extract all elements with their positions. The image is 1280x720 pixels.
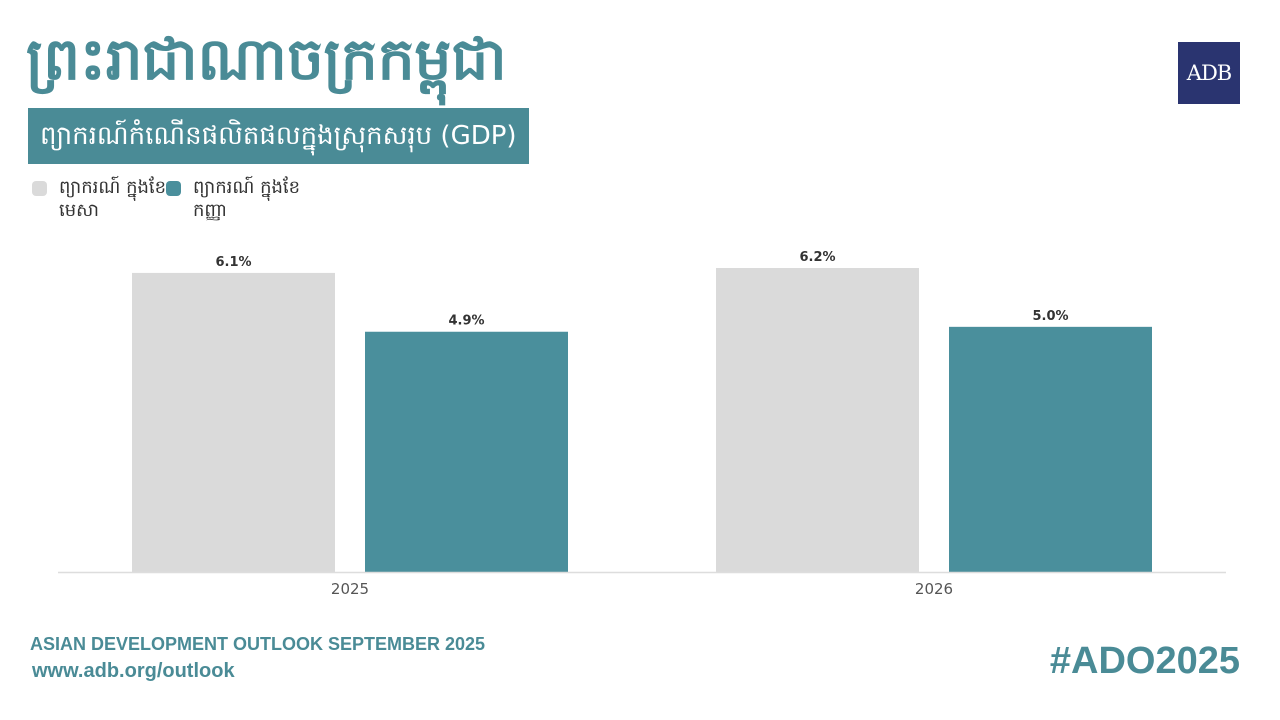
data-label-2026-series-1: 6.2% [799, 250, 835, 265]
legend-swatch-september [166, 181, 181, 196]
bar-2026-series-1 [716, 268, 919, 572]
page-title: ព្រះរាជាណាចក្រកម្ពុជា [26, 25, 507, 93]
x-tick-label-2026: 2026 [915, 580, 953, 598]
legend-label-april: ព្យាករណ៍ ក្នុងខែមេសា [59, 177, 167, 221]
footer-url[interactable]: www.adb.org/outlook [32, 660, 235, 682]
hashtag: #ADO2025 [1049, 640, 1240, 682]
bar-2026-series-2 [949, 326, 1152, 572]
bar-2025-series-1 [132, 272, 335, 572]
legend-item-april: ព្យាករណ៍ ក្នុងខែមេសា [32, 176, 169, 222]
data-label-2025-series-1: 6.1% [215, 255, 251, 270]
data-label-2026-series-2: 5.0% [1032, 309, 1068, 324]
x-tick-label-2025: 2025 [331, 580, 369, 598]
legend-item-september: ព្យាករណ៍ ក្នុងខែកញ្ញា [166, 176, 303, 222]
adb-logo: ADB [1178, 42, 1240, 104]
gdp-bar-chart: 6.1% 4.9% 2025 6.2% 5.0% 2026 [58, 250, 1226, 598]
data-label-2025-series-2: 4.9% [448, 314, 484, 329]
legend-label-september: ព្យាករណ៍ ក្នុងខែកញ្ញា [193, 177, 301, 221]
footer-publication: ASIAN DEVELOPMENT OUTLOOK SEPTEMBER 2025 [30, 634, 486, 654]
bar-2025-series-2 [365, 331, 568, 572]
chart-subtitle: ព្យាករណ៍កំណើនផលិតផលក្នុងស្រុកសរុប (GDP) [28, 108, 529, 164]
legend-swatch-april [32, 181, 47, 196]
